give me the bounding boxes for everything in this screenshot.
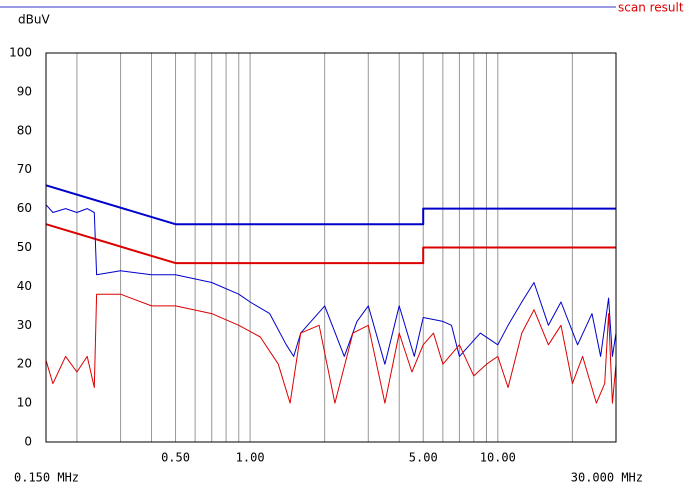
chart-title: scan result	[618, 1, 684, 15]
y-tick-label: 70	[17, 162, 32, 176]
plot	[45, 184, 617, 404]
series-line	[45, 204, 617, 365]
x-tick-label: 0.150 MHz	[14, 471, 79, 484]
x-tick-label: 30.000 MHz	[571, 471, 643, 484]
x-tick-label: 0.50	[161, 451, 190, 465]
x-tick-label: 5.00	[409, 451, 438, 465]
y-tick-label: 50	[17, 240, 32, 254]
series-line	[45, 223, 616, 265]
y-tick-label: 80	[17, 123, 32, 137]
y-tick-label: 30	[17, 318, 32, 332]
series-line	[45, 184, 616, 226]
y-tick-label: 10	[17, 396, 32, 410]
y-tick-label: 0	[24, 435, 32, 449]
y-tick-label: 90	[17, 84, 32, 98]
x-tick-label: 10.00	[480, 451, 516, 465]
y-tick-label: 60	[17, 201, 32, 215]
series-line	[45, 293, 617, 404]
y-tick-label: 20	[17, 357, 32, 371]
y-axis-label: dBuV	[18, 13, 50, 27]
y-tick-label: 100	[9, 46, 32, 60]
plot-frame	[45, 52, 617, 443]
y-tick-label: 40	[17, 279, 32, 293]
x-tick-label: 1.00	[236, 451, 265, 465]
